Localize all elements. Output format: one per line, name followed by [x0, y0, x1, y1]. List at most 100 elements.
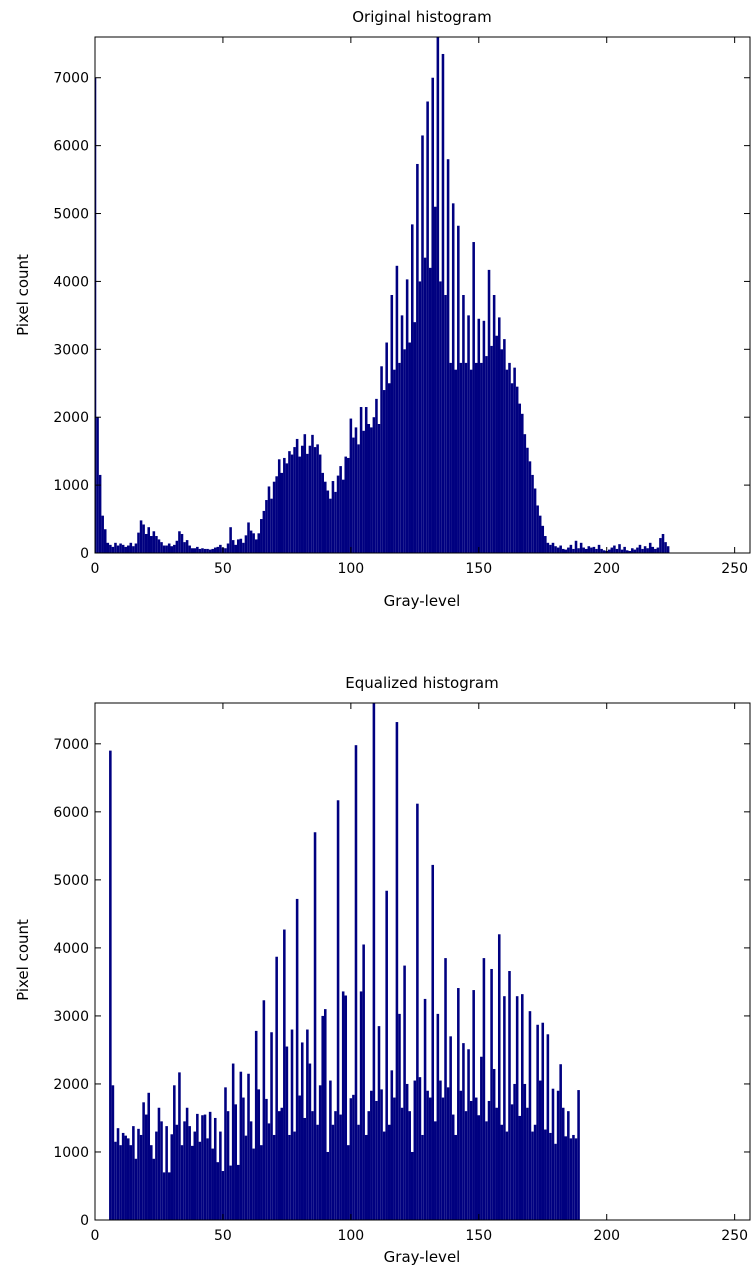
histogram-bar	[441, 1097, 445, 1220]
histogram-bar	[382, 390, 386, 553]
histogram-bar	[523, 434, 527, 553]
histogram-bar	[492, 1068, 496, 1220]
histogram-bar	[267, 1123, 271, 1220]
histogram-bar	[293, 1131, 296, 1220]
histogram-bar	[416, 163, 419, 553]
histogram-bar	[260, 1145, 263, 1220]
y-tick-label: 3000	[53, 1009, 89, 1025]
histogram-bar	[487, 269, 491, 553]
histogram-bar	[428, 1097, 432, 1220]
histogram-bar	[513, 367, 516, 553]
histogram-bar	[313, 832, 317, 1220]
histogram-bar	[423, 998, 427, 1220]
histogram-bar	[173, 1085, 176, 1220]
histogram-bar	[336, 800, 340, 1220]
histogram-bar	[242, 542, 245, 553]
histogram-bar	[244, 1135, 248, 1220]
histogram-bar	[577, 1090, 580, 1220]
histogram-bar	[219, 1131, 222, 1220]
histogram-bar	[201, 1115, 204, 1220]
histogram-bar	[329, 498, 332, 553]
histogram-bar	[656, 547, 660, 553]
histogram-bar	[364, 1134, 368, 1220]
histogram-bar	[341, 991, 345, 1220]
histogram-bar	[444, 958, 447, 1220]
histogram-bar	[231, 540, 235, 553]
y-tick-label: 5000	[53, 873, 89, 889]
histogram-bar	[290, 1029, 294, 1220]
x-axis-ticks: 0 50 100 150 200 250	[91, 703, 748, 1244]
histogram-bar	[124, 1135, 127, 1220]
x-tick-label: 100	[337, 561, 364, 577]
histogram-bar	[510, 1104, 514, 1220]
histogram-bar	[295, 438, 299, 553]
histogram-bar	[155, 536, 158, 553]
histogram-bar	[354, 427, 358, 553]
y-tick-label: 6000	[53, 139, 89, 155]
histogram-bar	[175, 540, 179, 553]
histogram-bar	[434, 206, 437, 553]
histogram-bar	[257, 1089, 261, 1220]
histogram-bar	[257, 533, 261, 553]
histogram-bar	[288, 1134, 291, 1220]
histogram-bar	[531, 1131, 534, 1220]
histogram-bar	[277, 459, 281, 553]
histogram-bar	[270, 1032, 273, 1220]
histogram-bar	[242, 1097, 245, 1220]
histogram-bar	[219, 544, 222, 553]
histogram-bar	[114, 1141, 117, 1220]
histogram-bar	[413, 322, 417, 553]
histogram-bar	[592, 546, 596, 553]
histogram-bar	[597, 544, 601, 553]
x-tick-label: 0	[91, 561, 100, 577]
histogram-bar	[508, 362, 511, 553]
histogram-bar	[503, 996, 506, 1220]
histogram-bar	[326, 490, 330, 553]
histogram-bar	[362, 430, 365, 553]
histogram-bar	[408, 342, 411, 553]
histogram-bar	[372, 703, 376, 1220]
histogram-bar	[584, 548, 588, 553]
histogram-bar	[129, 1145, 133, 1220]
histogram-bar	[142, 524, 145, 553]
histogram-bar	[272, 1134, 276, 1220]
histogram-bar	[224, 1087, 227, 1220]
histogram-bar	[277, 1111, 281, 1220]
histogram-bar	[546, 542, 550, 553]
histogram-bar	[503, 339, 506, 553]
histogram-bar	[323, 481, 327, 553]
histogram-bar	[426, 101, 429, 553]
histogram-bar	[551, 1088, 555, 1220]
histogram-bar	[262, 1000, 266, 1220]
histogram-bar	[564, 1136, 568, 1220]
histogram-bar	[175, 1124, 179, 1220]
plot-frame	[94, 36, 751, 554]
histogram-bar	[377, 424, 381, 553]
histogram-bar	[198, 1141, 202, 1220]
histogram-bar	[567, 547, 570, 553]
histogram-bar	[262, 510, 266, 553]
bars-group	[95, 37, 670, 554]
x-tick-label: 0	[91, 1228, 100, 1244]
histogram-bar	[631, 548, 634, 553]
histogram-bar	[449, 1036, 452, 1220]
histogram-bar	[270, 498, 273, 553]
histogram-bar	[339, 466, 342, 553]
bars-group	[109, 703, 580, 1220]
histogram-bar	[352, 437, 355, 553]
histogram-bar	[382, 1131, 386, 1220]
histogram-bar	[638, 544, 642, 553]
histogram-bar	[249, 530, 253, 553]
histogram-bar	[610, 547, 614, 553]
plot-frame	[94, 702, 751, 1221]
histogram-bar	[329, 1080, 332, 1220]
histogram-bar	[595, 548, 598, 553]
histogram-bar	[188, 545, 191, 553]
histogram-bar	[211, 1148, 214, 1220]
histogram-bar	[109, 750, 112, 1220]
histogram-bar	[528, 1011, 532, 1220]
histogram-bar	[178, 1072, 181, 1220]
histogram-bar	[339, 1114, 342, 1220]
y-tick-label: 4000	[53, 274, 89, 290]
histogram-bar	[423, 257, 427, 553]
